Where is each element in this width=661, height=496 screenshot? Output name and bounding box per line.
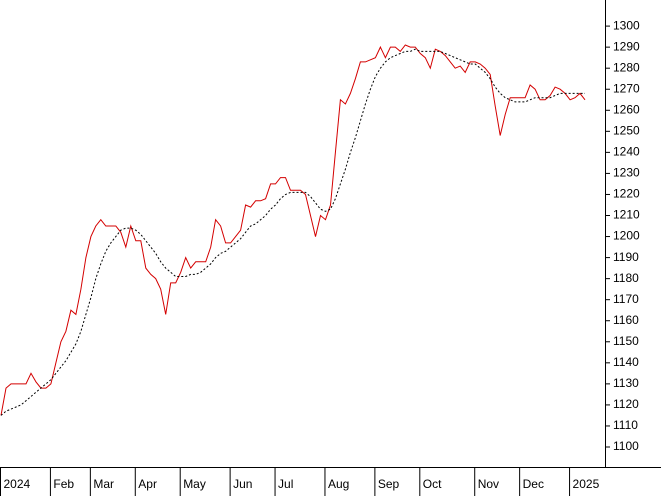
y-tick-label: 1150 [613, 334, 639, 348]
y-tick-label: 1200 [613, 229, 640, 243]
x-tick-label: Apr [138, 477, 157, 491]
y-tick-label: 1270 [613, 81, 640, 95]
x-tick-label: 2024 [4, 477, 31, 491]
y-tick-label: 1110 [613, 418, 638, 432]
x-tick-label: Dec [523, 477, 544, 491]
x-tick-label: Sep [378, 477, 400, 491]
y-tick-label: 1220 [613, 187, 640, 201]
y-tick-label: 1120 [613, 397, 639, 411]
x-tick-label: Jul [278, 477, 293, 491]
y-tick-label: 1280 [613, 60, 640, 74]
y-tick-label: 1190 [613, 250, 639, 264]
y-tick-label: 1260 [613, 102, 640, 116]
y-tick-label: 1210 [613, 208, 640, 222]
series-line [0, 44, 586, 416]
y-tick-label: 1290 [613, 39, 640, 53]
y-tick-label: 1170 [613, 292, 639, 306]
y-tick-label: 1100 [613, 439, 639, 453]
x-tick-label: May [183, 477, 206, 491]
y-tick-label: 1240 [613, 145, 640, 159]
x-tick-label: Jun [233, 477, 252, 491]
y-tick-label: 1160 [613, 313, 639, 327]
y-tick-label: 1250 [613, 123, 640, 137]
y-tick-label: 1140 [613, 355, 639, 369]
y-tick-label: 1230 [613, 166, 640, 180]
series-line [0, 48, 585, 416]
y-tick-label: 1180 [613, 271, 639, 285]
y-tick-label: 1300 [613, 18, 640, 32]
y-tick-label: 1130 [613, 376, 639, 390]
x-tick-label: Feb [53, 477, 74, 491]
x-tick-label: 2025 [573, 477, 600, 491]
x-tick-label: Aug [328, 477, 349, 491]
x-tick-label: Oct [423, 477, 442, 491]
x-tick-label: Mar [93, 477, 114, 491]
x-tick-label: Nov [478, 477, 499, 491]
